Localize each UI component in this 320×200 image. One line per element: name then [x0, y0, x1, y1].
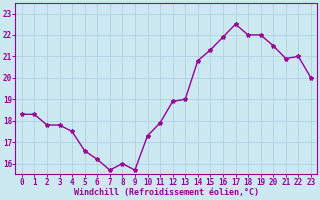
X-axis label: Windchill (Refroidissement éolien,°C): Windchill (Refroidissement éolien,°C) [74, 188, 259, 197]
